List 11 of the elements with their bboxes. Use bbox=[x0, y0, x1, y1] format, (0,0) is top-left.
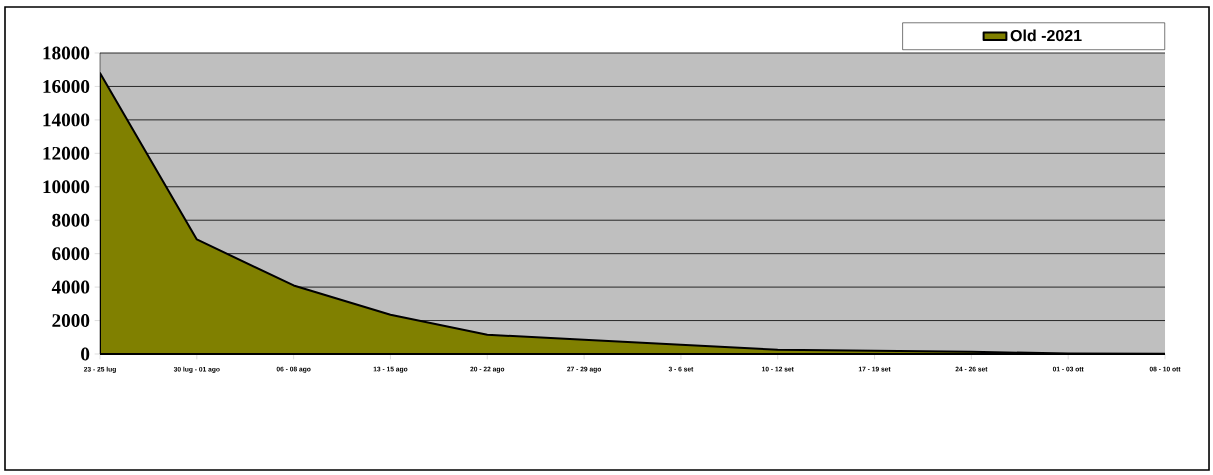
y-tick-label: 2000 bbox=[52, 314, 90, 328]
y-tick-label: 16000 bbox=[43, 79, 90, 93]
y-tick-label: 4000 bbox=[51, 280, 90, 294]
y-tick-label: 14000 bbox=[43, 113, 90, 127]
legend-label: Old -2021 bbox=[1010, 29, 1082, 42]
y-tick-label: 10000 bbox=[43, 180, 90, 194]
y-tick-label: 18000 bbox=[43, 46, 90, 60]
y-tick-label: 6000 bbox=[52, 247, 90, 261]
y-tick-label: 8000 bbox=[52, 213, 90, 227]
y-tick-label: 12000 bbox=[43, 146, 90, 160]
y-tick-label: 0 bbox=[81, 347, 90, 361]
